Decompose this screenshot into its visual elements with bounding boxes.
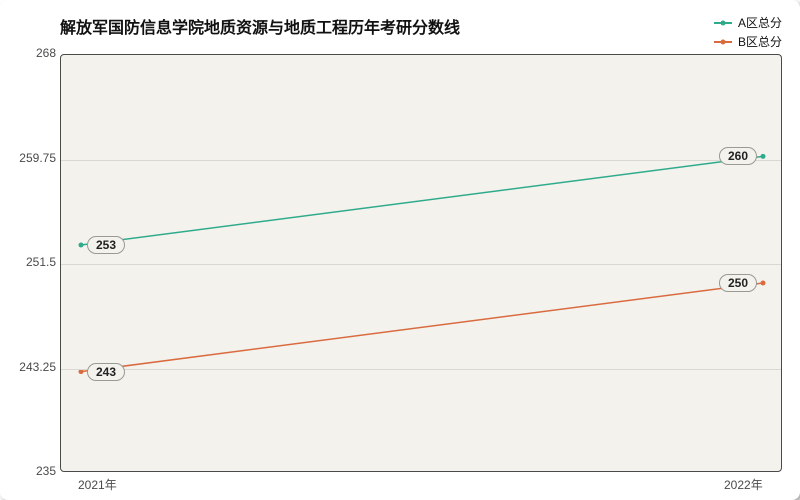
data-label: 260 [719, 147, 757, 165]
y-tick-label: 259.75 [19, 151, 56, 165]
gridline [61, 264, 781, 265]
y-tick-label: 268 [36, 46, 56, 60]
gridline [61, 369, 781, 370]
chart-title: 解放军国防信息学院地质资源与地质工程历年考研分数线 [60, 14, 460, 38]
data-label: 250 [719, 274, 757, 292]
legend-item-b: B区总分 [714, 33, 782, 50]
y-tick-label: 235 [36, 464, 56, 478]
chart-container: 解放军国防信息学院地质资源与地质工程历年考研分数线 A区总分 B区总分 2532… [0, 0, 800, 500]
x-tick-label: 2021年 [78, 476, 117, 493]
series-marker [761, 154, 766, 159]
gridline [61, 160, 781, 161]
legend-label-a: A区总分 [738, 14, 782, 31]
y-tick-label: 251.5 [26, 255, 56, 269]
data-label: 243 [87, 363, 125, 381]
series-line [81, 156, 763, 245]
legend-swatch-a [714, 22, 732, 24]
legend-label-b: B区总分 [738, 33, 782, 50]
data-label: 253 [87, 236, 125, 254]
series-marker [761, 281, 766, 286]
legend: A区总分 B区总分 [714, 14, 782, 52]
x-tick-label: 2022年 [724, 476, 763, 493]
series-marker [79, 369, 84, 374]
y-tick-label: 243.25 [19, 360, 56, 374]
plot-area: 253 260 243 250 [60, 54, 782, 472]
series-marker [79, 243, 84, 248]
legend-swatch-b [714, 41, 732, 43]
legend-item-a: A区总分 [714, 14, 782, 31]
series-line [81, 283, 763, 372]
